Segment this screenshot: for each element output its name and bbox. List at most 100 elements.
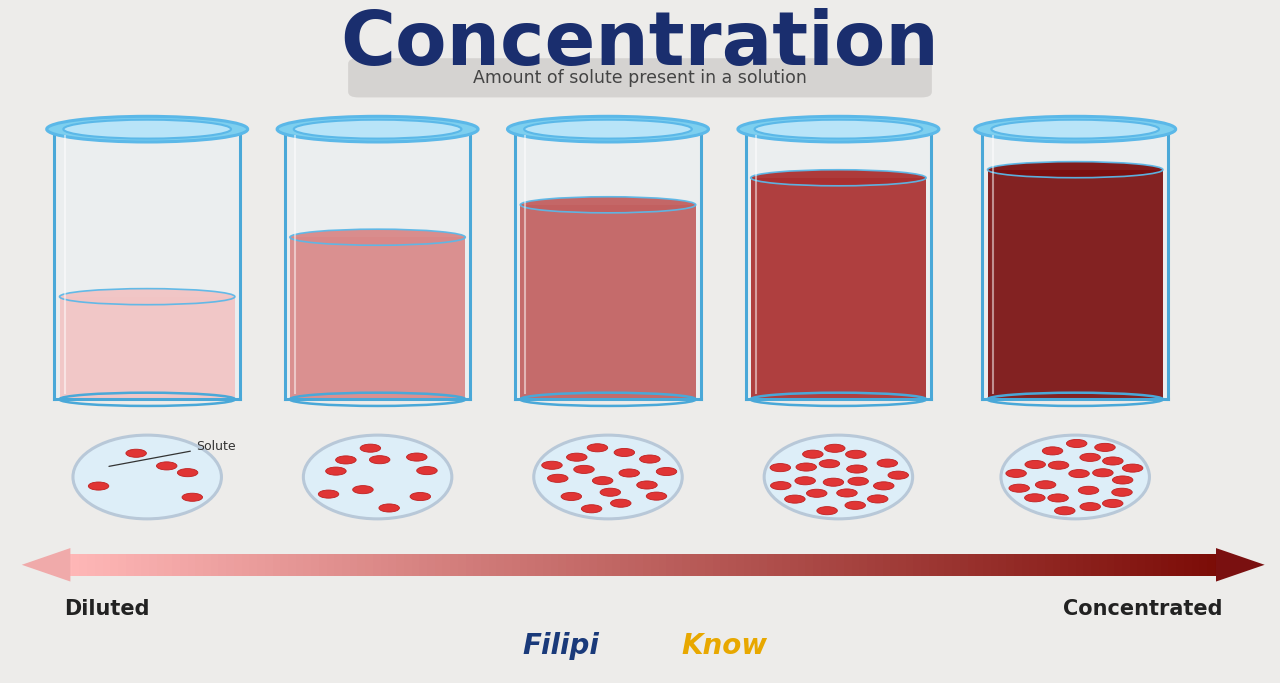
Bar — [411, 554, 421, 576]
Ellipse shape — [593, 477, 613, 485]
Ellipse shape — [319, 490, 339, 498]
Ellipse shape — [1024, 494, 1044, 502]
Ellipse shape — [1123, 464, 1143, 472]
Ellipse shape — [335, 456, 356, 464]
Bar — [87, 554, 96, 576]
Ellipse shape — [156, 462, 177, 470]
Bar — [242, 554, 251, 576]
Bar — [797, 554, 806, 576]
Bar — [698, 554, 707, 576]
Bar — [998, 554, 1007, 576]
Ellipse shape — [755, 120, 923, 139]
Bar — [906, 554, 915, 576]
Ellipse shape — [1006, 469, 1027, 477]
Bar — [148, 554, 157, 576]
Bar — [604, 554, 613, 576]
Ellipse shape — [581, 505, 602, 513]
Bar — [273, 554, 282, 576]
FancyArrow shape — [22, 548, 70, 581]
Ellipse shape — [764, 435, 913, 519]
Ellipse shape — [1093, 469, 1114, 477]
Text: Concentrated: Concentrated — [1062, 599, 1222, 619]
Bar — [620, 554, 628, 576]
Ellipse shape — [303, 435, 452, 519]
Bar — [744, 554, 753, 576]
Ellipse shape — [806, 489, 827, 497]
Bar — [164, 554, 173, 576]
Bar — [1068, 554, 1076, 576]
Bar — [851, 554, 860, 576]
Text: Diluted: Diluted — [64, 599, 150, 619]
Bar — [867, 554, 876, 576]
Bar — [1083, 554, 1092, 576]
Bar — [667, 554, 676, 576]
Bar — [1146, 554, 1155, 576]
Ellipse shape — [1069, 469, 1089, 477]
Ellipse shape — [636, 481, 657, 489]
Bar — [566, 554, 575, 576]
Ellipse shape — [1009, 484, 1029, 492]
Ellipse shape — [47, 116, 248, 142]
Bar — [118, 554, 127, 576]
Bar — [767, 554, 776, 576]
Ellipse shape — [289, 229, 466, 245]
Bar — [265, 554, 274, 576]
Ellipse shape — [846, 450, 867, 458]
Bar — [844, 554, 852, 576]
Ellipse shape — [60, 289, 236, 305]
Ellipse shape — [294, 120, 462, 139]
Ellipse shape — [1055, 507, 1075, 515]
Bar — [396, 554, 404, 576]
Bar — [60, 296, 236, 400]
Bar — [1106, 554, 1116, 576]
Bar — [759, 554, 768, 576]
Bar — [227, 554, 236, 576]
Ellipse shape — [868, 495, 888, 503]
Bar — [751, 554, 760, 576]
Bar — [659, 554, 668, 576]
Bar — [280, 554, 289, 576]
Ellipse shape — [1048, 494, 1069, 502]
Ellipse shape — [276, 116, 479, 142]
Bar — [435, 554, 444, 576]
Bar — [257, 554, 266, 576]
Ellipse shape — [771, 464, 791, 472]
Ellipse shape — [410, 492, 430, 501]
Ellipse shape — [88, 482, 109, 490]
Bar — [1060, 554, 1069, 576]
Bar — [1021, 554, 1030, 576]
Ellipse shape — [1078, 486, 1098, 494]
Ellipse shape — [620, 469, 640, 477]
Ellipse shape — [407, 453, 428, 461]
Ellipse shape — [845, 501, 865, 510]
Bar — [380, 554, 389, 576]
Ellipse shape — [837, 489, 858, 497]
Ellipse shape — [1080, 454, 1101, 462]
Bar — [504, 554, 513, 576]
Bar — [968, 554, 977, 576]
Text: Amount of solute present in a solution: Amount of solute present in a solution — [474, 69, 806, 87]
Bar — [102, 554, 111, 576]
Ellipse shape — [657, 467, 677, 475]
Text: Know: Know — [681, 632, 767, 660]
Bar — [79, 554, 88, 576]
Bar — [782, 554, 791, 576]
Bar — [72, 554, 81, 576]
Bar — [745, 129, 932, 400]
Ellipse shape — [561, 492, 581, 501]
Bar — [1192, 554, 1201, 576]
Ellipse shape — [888, 471, 909, 479]
Bar — [110, 554, 119, 576]
Text: Solute: Solute — [109, 440, 236, 466]
Ellipse shape — [751, 170, 927, 186]
Ellipse shape — [600, 488, 621, 497]
Bar — [458, 554, 467, 576]
Ellipse shape — [1102, 499, 1123, 507]
Ellipse shape — [1102, 457, 1123, 465]
Bar — [319, 554, 328, 576]
Bar — [296, 554, 305, 576]
Ellipse shape — [646, 492, 667, 500]
Bar — [1161, 554, 1170, 576]
Bar — [349, 554, 358, 576]
Ellipse shape — [988, 162, 1164, 178]
